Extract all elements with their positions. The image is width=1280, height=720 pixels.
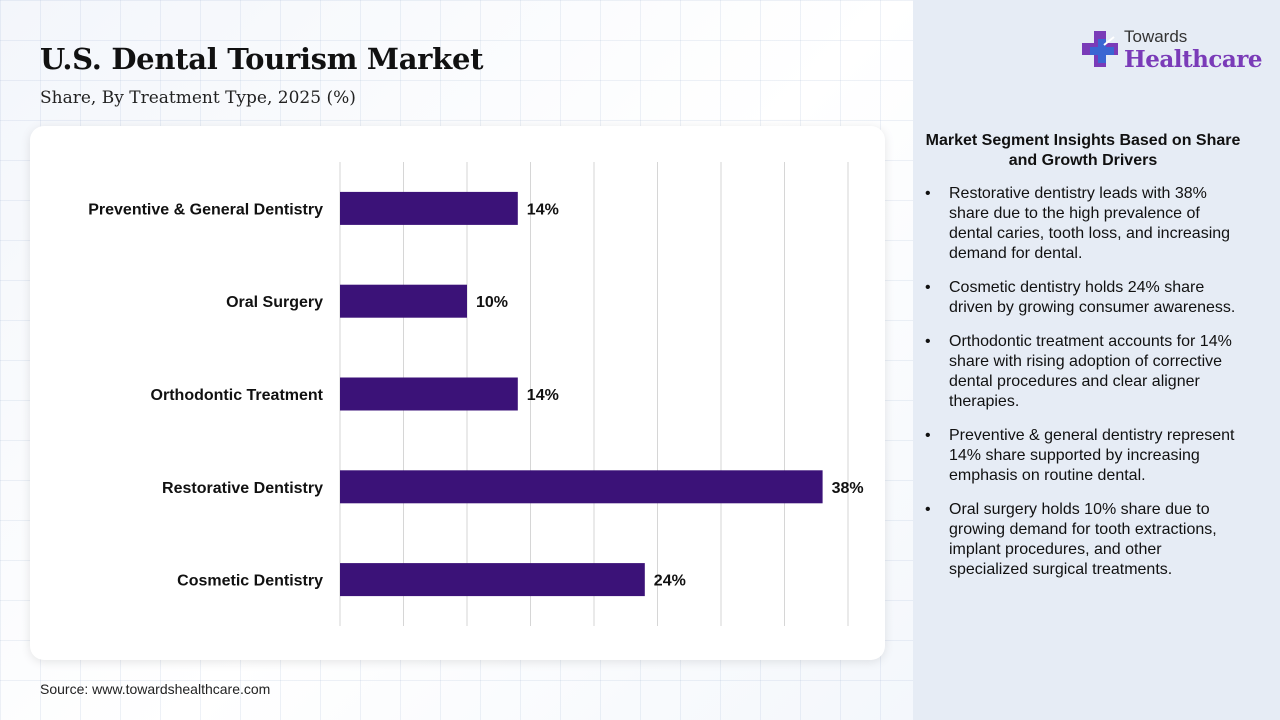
insight-text: Cosmetic dentistry holds 24% share drive… xyxy=(949,279,1236,316)
data-label: 14% xyxy=(527,201,559,218)
logo-top-text: Towards xyxy=(1124,27,1188,46)
category-label: Preventive & General Dentistry xyxy=(88,201,323,218)
logo-main-text: Healthcare xyxy=(1124,46,1263,73)
category-label: Orthodontic Treatment xyxy=(151,387,324,404)
insight-item: • Orthodontic treatment accounts for 14% … xyxy=(925,332,1245,412)
insight-text: Orthodontic treatment accounts for 14% s… xyxy=(949,333,1232,410)
insight-text: Preventive & general dentistry represent… xyxy=(949,427,1235,484)
source-note: Source: www.towardshealthcare.com xyxy=(40,681,271,697)
category-label: Oral Surgery xyxy=(226,294,323,311)
category-label: Restorative Dentistry xyxy=(162,480,323,497)
data-label: 38% xyxy=(832,480,864,497)
page-subtitle: Share, By Treatment Type, 2025 (%) xyxy=(40,88,356,108)
bullet-icon: • xyxy=(925,427,931,444)
data-label: 14% xyxy=(527,387,559,404)
bullet-icon: • xyxy=(925,279,931,296)
bar xyxy=(340,563,645,597)
bar-chart: Preventive & General Dentistry 14% Oral Su… xyxy=(88,162,864,626)
bar xyxy=(340,284,467,318)
data-label: 10% xyxy=(476,294,508,311)
brand-logo: Towards Healthcare xyxy=(1080,27,1263,79)
insight-text: Restorative dentistry leads with 38% sha… xyxy=(949,185,1231,262)
insights-list: • Restorative dentistry leads with 38% sh… xyxy=(925,184,1245,594)
insight-item: • Oral surgery holds 10% share due to gro… xyxy=(925,500,1245,580)
bar xyxy=(340,470,823,504)
data-label: 24% xyxy=(654,573,686,590)
bullet-icon: • xyxy=(925,185,931,202)
insight-item: • Cosmetic dentistry holds 24% share driv… xyxy=(925,278,1245,318)
category-label: Cosmetic Dentistry xyxy=(177,573,323,590)
insight-item: • Preventive & general dentistry represen… xyxy=(925,426,1245,486)
insight-text: Oral surgery holds 10% share due to grow… xyxy=(949,501,1217,578)
insights-panel xyxy=(913,0,1280,720)
bullet-icon: • xyxy=(925,501,931,518)
bar xyxy=(340,377,518,411)
insight-item: • Restorative dentistry leads with 38% sh… xyxy=(925,184,1245,264)
bar xyxy=(340,191,518,225)
chart-card: Preventive & General Dentistry 14% Oral Su… xyxy=(30,126,885,660)
medical-cross-icon xyxy=(1082,31,1118,67)
insights-heading: Market Segment Insights Based on Share a… xyxy=(925,132,1241,169)
page-title: U.S. Dental Tourism Market xyxy=(40,42,484,76)
bullet-icon: • xyxy=(925,333,931,350)
